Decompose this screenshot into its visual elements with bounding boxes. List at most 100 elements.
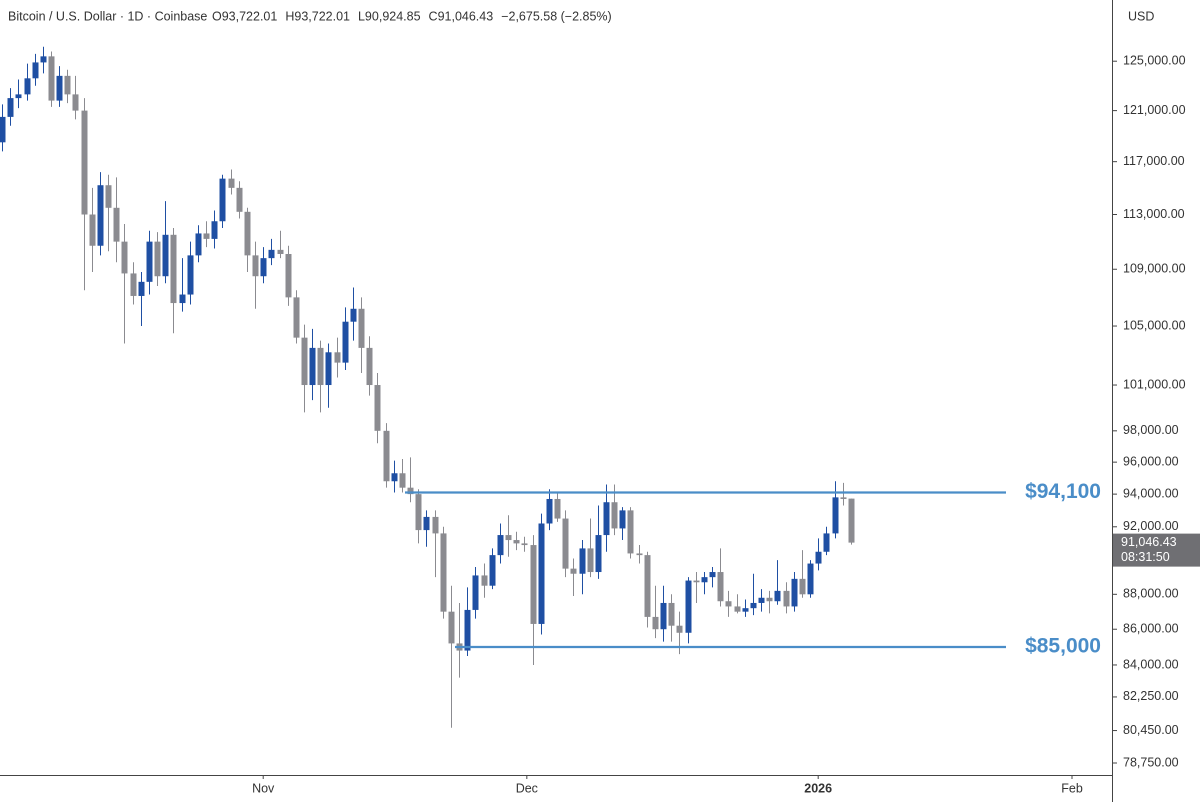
candle-body (309, 347, 316, 386)
candle-body (619, 510, 626, 529)
y-tick-label: 86,000.00 (1123, 622, 1179, 636)
y-tick-label: 125,000.00 (1123, 54, 1186, 68)
candle-body (48, 56, 55, 101)
candle-body (783, 590, 790, 607)
candle-body (350, 308, 357, 322)
y-tick-label: 113,000.00 (1123, 207, 1185, 221)
candle-body (717, 572, 724, 602)
candle-body (154, 241, 161, 277)
candle-body (530, 545, 537, 624)
candle-body (301, 337, 308, 386)
y-tick-label: 88,000.00 (1123, 587, 1179, 601)
candle-body (105, 185, 112, 208)
candle-body (252, 255, 259, 277)
candle-body (179, 294, 186, 304)
last-price-tag (1113, 533, 1200, 567)
candle-body (652, 616, 659, 630)
candle-body (219, 178, 226, 222)
candle-body (285, 253, 292, 298)
candle-body (195, 233, 202, 256)
candle-body (799, 578, 806, 595)
candle-body (72, 94, 79, 111)
candle-body (603, 502, 610, 536)
candle-body (472, 575, 479, 610)
candle-body (358, 308, 365, 348)
ohlc-value: L90,924.85 (358, 9, 421, 23)
candle-body (113, 207, 120, 242)
candle-body (366, 347, 373, 386)
candle-body (766, 597, 773, 602)
y-tick-label: 121,000.00 (1123, 103, 1186, 117)
candle-body (244, 211, 251, 256)
x-tick-label: Nov (252, 781, 275, 795)
plot-area (0, 46, 855, 728)
candle-body (187, 255, 194, 295)
x-tick-label: Feb (1061, 781, 1083, 795)
candle-body (644, 555, 651, 617)
ohlc-value: C91,046.43 (429, 9, 494, 23)
y-tick-label: 94,000.00 (1123, 486, 1179, 500)
candle-body (676, 625, 683, 633)
candle-body (415, 494, 422, 531)
y-tick-label: 109,000.00 (1123, 262, 1186, 276)
candle-body (342, 321, 349, 363)
candle-body (89, 214, 96, 246)
candle-body (374, 385, 381, 431)
last-price-label: 91,046.43 (1121, 535, 1177, 549)
candle-body (391, 473, 398, 482)
candle-body (325, 352, 332, 386)
level-label: $94,100 (1025, 480, 1101, 503)
y-tick-label: 117,000.00 (1123, 154, 1185, 168)
candle-body (40, 56, 47, 63)
currency: USD (1128, 9, 1154, 23)
candle-body (693, 580, 700, 583)
candle-body (0, 116, 6, 143)
candle-body (546, 498, 553, 524)
candle-body (636, 553, 643, 556)
candle-body (554, 498, 561, 519)
change: −2,675.58 (−2.85%) (501, 9, 612, 23)
y-tick-label: 105,000.00 (1123, 318, 1186, 332)
candle-body (464, 609, 471, 651)
y-tick-label: 98,000.00 (1123, 423, 1179, 437)
countdown: 08:31:50 (1121, 550, 1170, 564)
y-tick-label: 92,000.00 (1123, 519, 1179, 533)
candle-body (627, 510, 634, 554)
candle-body (750, 602, 757, 609)
candle-body (579, 548, 586, 574)
candle-body (668, 602, 675, 626)
symbol: Bitcoin / U.S. Dollar · 1D · Coinbase (8, 9, 207, 23)
level-label: $85,000 (1025, 635, 1101, 658)
candle-body (236, 187, 243, 212)
candle-body (701, 577, 708, 583)
candle-body (570, 568, 577, 574)
candle-body (742, 608, 749, 612)
candle-body (203, 233, 210, 239)
candle-body (146, 241, 153, 282)
candle-body (7, 98, 14, 117)
candle-body (64, 75, 71, 95)
y-tick-label: 84,000.00 (1123, 657, 1179, 671)
candle-body (138, 281, 145, 296)
candle-body (383, 430, 390, 482)
candle-body (440, 533, 447, 612)
candle-body (24, 78, 31, 95)
candle-body (489, 555, 496, 586)
candle-body (97, 185, 104, 246)
candle-body (505, 535, 512, 541)
ohlc-value: O93,722.01 (212, 9, 277, 23)
candle-body (268, 249, 275, 259)
candle-body (32, 62, 39, 79)
candle-body (791, 578, 798, 607)
candle-body (121, 241, 128, 274)
candle-body (423, 516, 430, 531)
candle-body (823, 533, 830, 552)
x-tick-label: Dec (516, 781, 538, 795)
y-tick-label: 96,000.00 (1123, 454, 1179, 468)
candle-body (758, 597, 765, 603)
ohlc-value: H93,722.01 (285, 9, 350, 23)
candle-body (513, 540, 520, 544)
candle-body (228, 178, 235, 188)
